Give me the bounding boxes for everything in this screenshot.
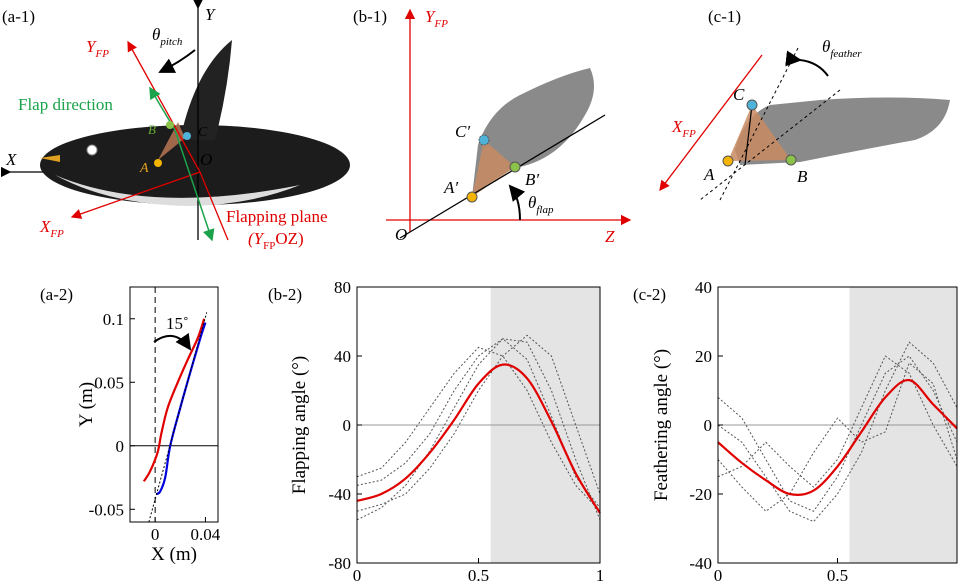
axis-label: YFP	[425, 7, 448, 30]
x-axis-label: X (m)	[151, 544, 197, 565]
series-line	[144, 319, 204, 482]
y-tick-label: 20	[695, 347, 712, 366]
point-label: B	[797, 167, 808, 186]
diagram-a1: (a-1) Y θpitch YFP Flap direction B C X …	[2, 5, 350, 252]
origin-label: O	[395, 225, 407, 244]
y-axis-label: Feathering angle (°)	[651, 349, 672, 501]
origin-label: O	[200, 150, 212, 169]
angle-label: θfeather	[822, 37, 862, 60]
axis-label: X	[5, 150, 17, 169]
panel-label: (b-1)	[353, 7, 387, 26]
x-tick-label: 0	[714, 566, 723, 585]
annotation: Flapping plane	[226, 207, 328, 226]
y-tick-label: 40	[334, 347, 351, 366]
annotation-arrow	[154, 336, 190, 349]
point-label: C	[733, 85, 745, 104]
annotation: 15˚	[166, 314, 189, 333]
axis-label: XFP	[39, 217, 64, 240]
x-tick-label: 1	[596, 566, 605, 585]
annotation: (YFPOZ)	[248, 229, 304, 252]
panel-label: (b-2)	[268, 285, 302, 304]
y-tick-label: 0.1	[103, 310, 124, 329]
panel-label: (a-2)	[40, 285, 73, 304]
axis-label: YFP	[86, 37, 109, 60]
y-tick-label: -20	[689, 485, 712, 504]
diagram-c1: (c-1) θfeather C XFP A B	[660, 7, 950, 200]
y-tick-label: -0.05	[89, 500, 124, 519]
y-tick-label: 0	[343, 416, 352, 435]
point-label: C′	[455, 122, 470, 141]
angle-label: θpitch	[152, 25, 183, 48]
point-label: A	[703, 165, 715, 184]
y-tick-label: -80	[328, 554, 351, 573]
panel-label: (c-1)	[708, 7, 741, 26]
panel-label: (c-2)	[633, 285, 666, 304]
y-tick-label: 0	[704, 416, 713, 435]
axis-label: Z	[605, 227, 615, 246]
y-axis-label: Flapping angle (°)	[289, 356, 310, 494]
y-tick-label: 0.05	[94, 373, 124, 392]
series-line	[149, 312, 207, 522]
angle-label: θflap	[528, 193, 554, 216]
series-line	[156, 323, 205, 494]
y-tick-label: -40	[689, 554, 712, 573]
diagram-b1: (b-1) YFP C′ B′ A′ θflap O Z	[353, 7, 630, 246]
x-tick-label: 0.04	[191, 525, 221, 544]
y-tick-label: 40	[695, 278, 712, 297]
y-axis-label: Y (m)	[76, 382, 97, 427]
axis-label: XFP	[671, 117, 696, 140]
x-tick-label: 0.5	[468, 566, 489, 585]
x-tick-label: 0	[151, 525, 160, 544]
panel-label: (a-1)	[2, 7, 35, 26]
annotation: Flap direction	[18, 95, 113, 114]
point-label: A′	[443, 178, 458, 197]
y-tick-label: -40	[328, 485, 351, 504]
figure: (a-1) Y θpitch YFP Flap direction B C X …	[0, 0, 958, 585]
x-tick-label: 0	[353, 566, 362, 585]
point-label: B′	[525, 170, 539, 189]
point-label: C	[198, 125, 208, 140]
axis-label: Y	[205, 5, 216, 24]
y-tick-label: 0	[116, 437, 125, 456]
x-tick-label: 0.5	[827, 566, 848, 585]
point-label: A	[139, 161, 149, 176]
point-label: B	[148, 122, 156, 137]
y-tick-label: 80	[334, 278, 351, 297]
